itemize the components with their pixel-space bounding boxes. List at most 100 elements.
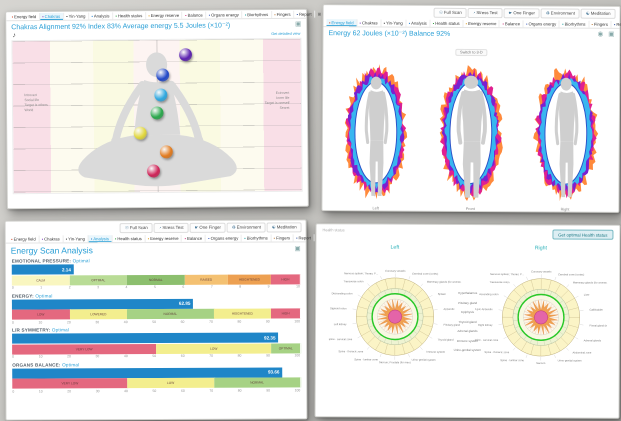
- mode-environment[interactable]: ♻Environment: [540, 8, 580, 19]
- mode-environment[interactable]: ♻Environment: [226, 222, 266, 233]
- tab-fingers[interactable]: ▪ Fingers: [270, 234, 293, 242]
- tab-energy-reserve[interactable]: ▪ Energy reserve: [144, 11, 182, 20]
- tab-organs-energy[interactable]: ▪ Organs energy: [204, 234, 241, 242]
- panel-title: Energy 62 Joules (×10⁻²) Balance 92%: [328, 30, 451, 38]
- chakra-ball-sahasrara-crown: [178, 48, 192, 62]
- tab-chakras[interactable]: ▪ Chakras: [38, 235, 63, 243]
- detail-view-link[interactable]: Get detailed view: [271, 31, 301, 36]
- tab-balance[interactable]: ▪ Balance: [181, 11, 206, 19]
- tab-energy-reserve[interactable]: ▪ Energy reserve: [144, 234, 182, 243]
- mode-full-scan[interactable]: ☉Full Scan: [433, 7, 467, 18]
- scale-segment: VERY LOW: [12, 378, 129, 389]
- tab-biorhythms[interactable]: ▪ Biorhythms: [558, 20, 589, 28]
- health-note: Health status: [322, 228, 345, 233]
- tab-organs-energy[interactable]: ▪ Organs energy: [522, 20, 559, 28]
- svg-text:Nervous system; Thorax; P…: Nervous system; Thorax; P…: [490, 272, 525, 276]
- mode-stress-test[interactable]: ◔Stress Test: [153, 222, 189, 234]
- chakra-ball-anahata-heart: [150, 106, 164, 120]
- mode-meditation[interactable]: ☯Meditation: [266, 222, 302, 233]
- tab-energy-reserve[interactable]: ▪ Energy reserve: [462, 19, 500, 28]
- svg-text:Descending colon: Descending colon: [331, 291, 352, 295]
- svg-text:Coronary vessels: Coronary vessels: [385, 269, 406, 273]
- tab-chakras[interactable]: ▪ Chakras: [356, 19, 381, 27]
- scale-segment: LOW: [11, 309, 71, 320]
- mode-bar: ☉Full Scan ◔Stress Test ☛One Finger ♻Enviro…: [6, 220, 306, 234]
- tab-energy-field[interactable]: ▪ Energy field: [11, 14, 37, 20]
- tab-report[interactable]: ▪ Report: [293, 10, 315, 18]
- svg-text:Cerebral zone (cortex): Cerebral zone (cortex): [558, 272, 584, 276]
- tab-report[interactable]: ▪ Report: [292, 234, 314, 242]
- optimal-health-button[interactable]: Get optimal Health status: [552, 229, 614, 240]
- tab-biorhythms[interactable]: ▪ Biorhythms: [240, 234, 271, 242]
- switch-3d-button[interactable]: Switch to 3-D: [455, 48, 488, 56]
- tab-health-status[interactable]: ▪ Health status: [111, 235, 145, 243]
- section-status-link[interactable]: Optimal: [62, 361, 80, 367]
- lotus-icon: ☯: [585, 10, 590, 16]
- scale-segment: LOW: [156, 342, 273, 354]
- svg-text:Sacrum: Sacrum: [536, 361, 546, 365]
- mode-stress-test[interactable]: ◔Stress Test: [467, 7, 503, 19]
- stopwatch-icon: ◔: [472, 10, 476, 16]
- finger-icon: ☛: [194, 224, 199, 230]
- lotus-icon: ☯: [271, 224, 276, 230]
- svg-text:Coronary vessels: Coronary vessels: [531, 269, 552, 273]
- svg-text:Right kidney: Right kidney: [478, 323, 493, 327]
- mode-one-finger[interactable]: ☛One Finger: [503, 8, 540, 19]
- tab-balance[interactable]: ▪ Balance: [181, 234, 205, 242]
- chakra-ball-vishuddha-throat: [154, 88, 168, 102]
- finger-icon: ☛: [508, 10, 513, 16]
- tab-yin-yang[interactable]: ▪ Yin-Yang: [380, 19, 406, 27]
- tab-fingers[interactable]: ▪ Fingers: [270, 10, 294, 19]
- tab-chakras[interactable]: ▪ Chakras: [38, 12, 63, 21]
- tab-analysis[interactable]: ▪ Analysis: [405, 19, 430, 27]
- tab-organs-energy[interactable]: ▪ Organs energy: [205, 11, 242, 19]
- tab-health-status[interactable]: ▪ Health status: [111, 12, 145, 20]
- tab-report[interactable]: ▪ Report: [610, 20, 621, 28]
- value-bar: 92.35: [12, 332, 279, 344]
- tab-analysis[interactable]: ▪ Analysis: [87, 235, 112, 243]
- svg-text:Pineal gland (epiphysis): Pineal gland (epiphysis): [589, 323, 607, 327]
- section-status-link[interactable]: Optimal: [35, 292, 53, 299]
- tab-energy-field[interactable]: ▪ Energy field: [326, 19, 357, 27]
- svg-text:Spine - cervical zone: Spine - cervical zone: [328, 337, 352, 341]
- mode-meditation[interactable]: ☯Meditation: [580, 8, 616, 19]
- aura-figure-front: Front: [423, 59, 518, 212]
- svg-text:Appendix: Appendix: [443, 307, 455, 311]
- axis-ticks: 0 1 2 3 4 5 6 7 8 9 10: [11, 284, 300, 290]
- aura-view-label: Front: [465, 206, 475, 212]
- scale-segment: HEIGHTENED: [227, 273, 273, 285]
- analysis-section-l-r-symmetry: L/R SYMMETRY: Optimal 92.35 VERY LOW LOW OPT…: [12, 326, 302, 359]
- svg-text:Spine - cervical zone: Spine - cervical zone: [474, 338, 498, 342]
- tab-analysis[interactable]: ▪ Analysis: [87, 12, 112, 20]
- music-note-icon[interactable]: ♪: [12, 32, 16, 40]
- section-status-link[interactable]: Optimal: [51, 327, 70, 333]
- svg-text:Ascending colon: Ascending colon: [479, 292, 499, 296]
- chakras-panel: ▪ Energy field ▪ Chakras ▪ Yin-Yang ▪ Analysis ▪…: [5, 8, 346, 210]
- scale-segment: HEIGHTENED: [213, 308, 273, 319]
- mode-one-finger[interactable]: ☛One Finger: [189, 222, 226, 233]
- tab-balance[interactable]: ▪ Balance: [498, 20, 523, 28]
- value-bar: 2.14: [11, 264, 74, 275]
- camera-icon[interactable]: ◉: [597, 30, 604, 38]
- svg-text:Immune system: Immune system: [426, 350, 445, 354]
- section-status-link[interactable]: Optimal: [72, 258, 90, 264]
- aura-view-label: Right: [560, 207, 570, 212]
- tab-health-status[interactable]: ▪ Health status: [429, 19, 463, 27]
- health-wheel-right: Right Coronary vessels Cerebral zone (cort…: [474, 245, 607, 384]
- save-image-icon[interactable]: ▣: [294, 245, 301, 253]
- tab-fingers[interactable]: ▪ Fingers: [588, 20, 611, 28]
- tab-yin-yang[interactable]: ▪ Yin-Yang: [62, 12, 88, 20]
- tab-yin-yang[interactable]: ▪ Yin-Yang: [62, 235, 88, 243]
- scale-segment: HIGH: [271, 308, 301, 319]
- svg-text:Nervous system; Thorax; P…: Nervous system; Thorax; P…: [344, 271, 379, 275]
- tab-biorhythms[interactable]: ▪ Biorhythms: [241, 11, 271, 19]
- save-image-icon[interactable]: ▣: [608, 30, 615, 38]
- save-image-icon[interactable]: ▣: [295, 20, 302, 28]
- svg-text:Gallbladder: Gallbladder: [589, 308, 603, 312]
- tab-energy-field[interactable]: ▪ Energy field: [11, 236, 36, 242]
- scale-segment: OPTIMAL: [271, 342, 302, 353]
- svg-text:Urino-genital system: Urino-genital system: [411, 358, 436, 362]
- mode-full-scan[interactable]: ☉Full Scan: [119, 223, 153, 234]
- health-wheels: Left Coronary vessels Cerebral zone (corte…: [316, 244, 620, 384]
